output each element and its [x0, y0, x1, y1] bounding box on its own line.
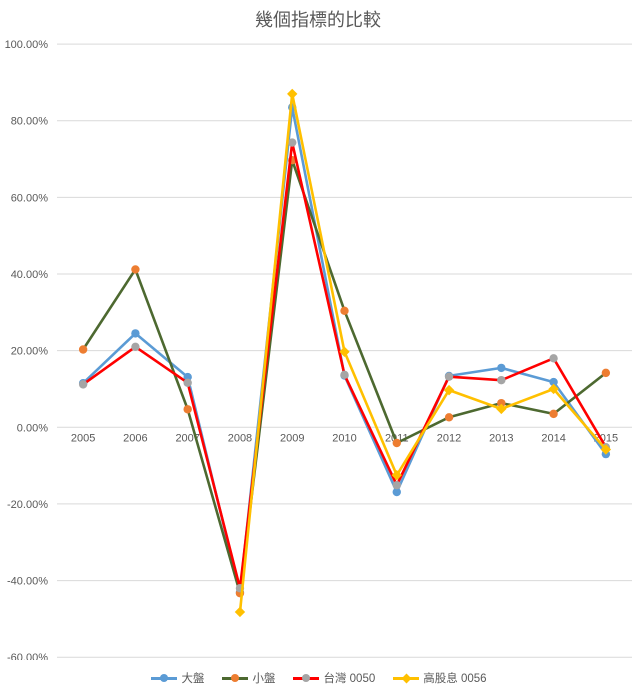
y-tick-label: 20.00% [11, 346, 49, 358]
x-tick-label: 2014 [541, 432, 565, 444]
y-tick-label: 60.00% [11, 192, 49, 204]
legend-marker-icon [222, 673, 249, 683]
x-tick-label: 2006 [123, 432, 147, 444]
series-line-3 [238, 92, 608, 614]
line-chart: 幾個指標的比較 100.00% 80.00% 60.00% 40.00% 20.00% 0… [5, 10, 632, 660]
data-point [496, 403, 507, 415]
data-point [548, 383, 559, 395]
data-point [78, 345, 88, 354]
data-point [600, 444, 612, 455]
data-point [131, 329, 140, 338]
legend-label: 台灣 0050 [323, 673, 376, 685]
data-point [391, 469, 402, 481]
data-point [339, 346, 350, 357]
x-tick-label: 2008 [228, 432, 252, 444]
data-point [497, 398, 506, 408]
data-point [497, 363, 506, 373]
legend: 大盤 小盤 台灣 0050 高股息 0056 [0, 667, 638, 689]
series-group [78, 88, 612, 618]
data-point [288, 138, 297, 147]
legend-marker-icon [151, 673, 178, 683]
data-point [549, 354, 558, 363]
legend-item-0[interactable]: 大盤 [151, 670, 204, 686]
data-point [131, 342, 140, 352]
data-point [601, 368, 611, 378]
data-point [234, 606, 246, 618]
x-axis-labels: 2005 2006 2007 2008 2009 2010 2011 2012 2013 2014… [71, 432, 618, 444]
y-tick-label: 0.00% [17, 422, 48, 434]
x-tick-label: 2010 [332, 432, 356, 444]
legend-label: 高股息 0056 [423, 673, 487, 685]
legend-item-1[interactable]: 小盤 [222, 670, 275, 686]
chart-title: 幾個指標的比較 [255, 10, 381, 30]
y-axis-labels: 100.00% 80.00% 60.00% 40.00% 20.00% 0.00% -20.… [5, 39, 49, 660]
legend-item-2[interactable]: 台灣 0050 [293, 670, 375, 686]
legend-label: 小盤 [252, 673, 276, 685]
x-tick-label: 2009 [280, 432, 304, 444]
data-point [392, 438, 401, 448]
data-point [340, 306, 349, 315]
y-tick-label: -20.00% [7, 499, 48, 511]
legend-marker-icon [293, 673, 320, 683]
x-tick-label: 2012 [437, 432, 461, 444]
data-point [287, 88, 298, 100]
y-tick-label: -40.00% [7, 576, 48, 588]
data-point [131, 265, 140, 274]
data-point [392, 480, 401, 490]
data-point [183, 405, 192, 414]
data-point [549, 409, 558, 419]
x-tick-label: 2013 [489, 432, 513, 444]
legend-item-3[interactable]: 高股息 0056 [393, 670, 487, 686]
x-tick-label: 2005 [71, 432, 95, 444]
data-point [392, 487, 401, 497]
y-tick-label: 100.00% [5, 39, 49, 51]
legend-label: 大盤 [181, 673, 205, 685]
y-tick-label: 80.00% [11, 116, 49, 128]
data-point [78, 380, 88, 389]
series-line-2 [81, 141, 608, 590]
legend-marker-icon [393, 673, 420, 683]
data-point [183, 372, 192, 382]
data-point [443, 384, 455, 396]
y-tick-label: 40.00% [11, 269, 49, 281]
data-point [444, 413, 454, 422]
y-tick-label: -60.00% [7, 652, 48, 660]
data-point [549, 377, 558, 387]
data-point [340, 370, 349, 379]
data-point [183, 378, 192, 388]
data-point [497, 375, 506, 385]
data-point [444, 372, 454, 381]
